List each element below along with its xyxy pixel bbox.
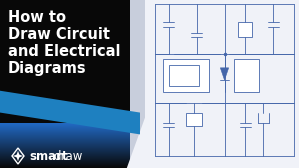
Bar — [0, 141, 140, 142]
Bar — [0, 129, 140, 130]
Bar — [0, 128, 140, 129]
Bar — [0, 130, 140, 131]
Bar — [0, 146, 140, 147]
Bar — [0, 158, 140, 159]
Text: and Electrical: and Electrical — [8, 44, 120, 59]
Polygon shape — [18, 154, 23, 158]
Bar — [0, 125, 140, 126]
Bar — [0, 138, 140, 139]
Bar — [0, 137, 140, 138]
Bar — [0, 164, 140, 165]
Bar — [0, 163, 140, 164]
Bar — [163, 59, 209, 92]
Bar — [0, 143, 140, 144]
Bar — [0, 167, 140, 168]
Bar — [0, 135, 140, 136]
Bar — [234, 59, 259, 92]
Bar — [0, 162, 140, 163]
Bar — [0, 140, 140, 141]
Bar — [0, 156, 140, 157]
Bar — [0, 124, 140, 125]
Bar — [0, 154, 140, 155]
Bar — [0, 153, 140, 154]
Bar — [0, 136, 140, 137]
Bar — [0, 123, 140, 124]
Bar — [0, 149, 140, 150]
Bar — [0, 0, 140, 123]
Bar — [238, 22, 252, 37]
Bar — [0, 148, 140, 149]
Bar — [0, 151, 140, 152]
Bar — [0, 134, 140, 135]
Polygon shape — [16, 156, 20, 161]
Bar — [0, 127, 140, 128]
Bar — [0, 165, 140, 166]
Polygon shape — [220, 68, 229, 80]
Polygon shape — [0, 91, 140, 134]
Bar — [169, 65, 199, 86]
Bar — [0, 166, 140, 167]
Text: draw: draw — [53, 150, 83, 162]
Bar — [0, 147, 140, 148]
Bar — [0, 150, 140, 151]
Bar — [186, 113, 202, 126]
Bar — [0, 152, 140, 153]
Polygon shape — [16, 151, 20, 156]
Bar — [0, 144, 140, 145]
Bar — [0, 145, 140, 146]
Bar — [130, 0, 299, 168]
Bar — [0, 155, 140, 156]
Bar — [0, 142, 140, 143]
Bar — [0, 159, 140, 160]
Text: How to: How to — [8, 10, 66, 25]
Bar — [0, 161, 140, 162]
Polygon shape — [13, 154, 18, 158]
Bar — [0, 133, 140, 134]
Text: smart: smart — [29, 150, 68, 162]
Bar — [0, 132, 140, 133]
Polygon shape — [125, 0, 299, 168]
Text: Diagrams: Diagrams — [8, 61, 87, 76]
Bar — [0, 131, 140, 132]
Bar — [0, 160, 140, 161]
Text: Draw Circuit: Draw Circuit — [8, 27, 110, 42]
Bar — [0, 157, 140, 158]
Bar — [0, 139, 140, 140]
Bar — [0, 126, 140, 127]
